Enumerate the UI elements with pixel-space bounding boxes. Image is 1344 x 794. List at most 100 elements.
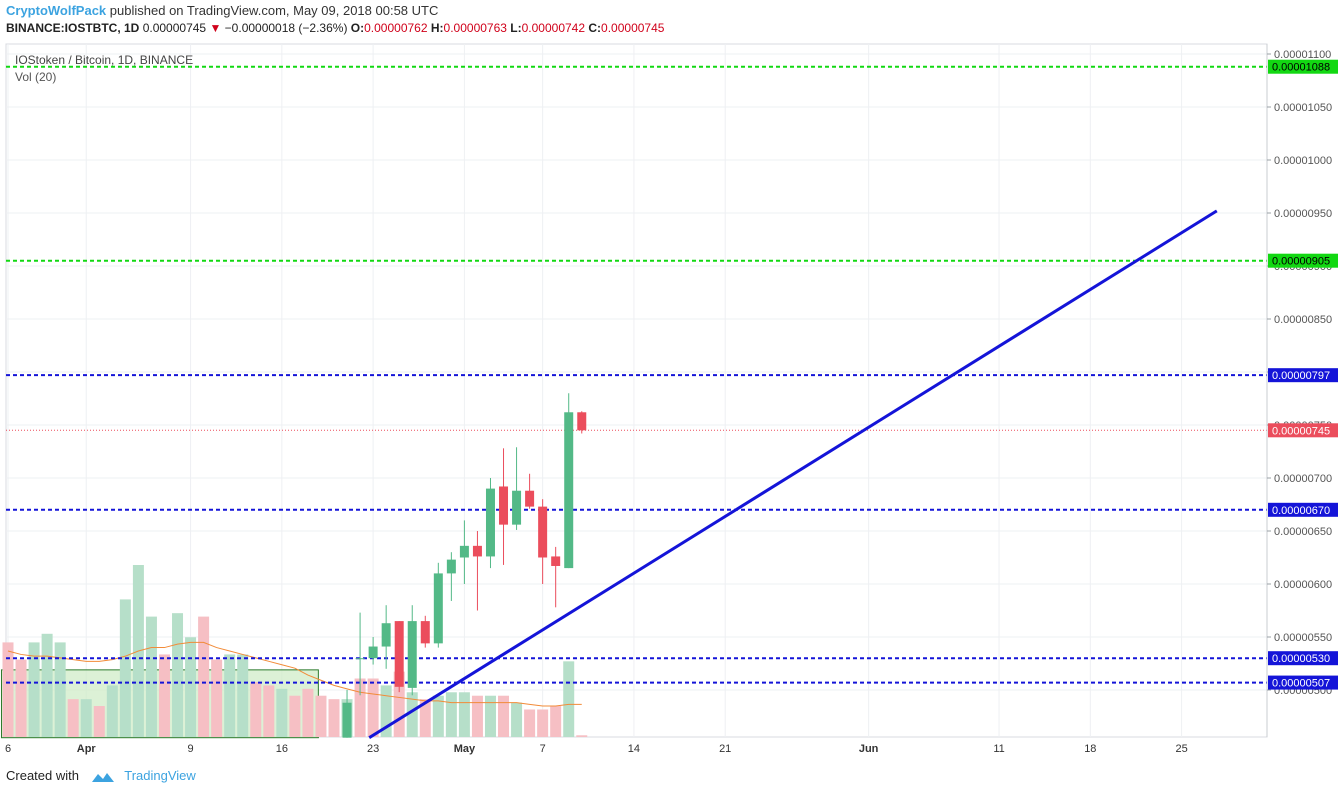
close-label: C:: [588, 21, 602, 35]
high-label: H:: [430, 21, 444, 35]
candle-body: [525, 490, 535, 507]
volume-bar-down: [158, 654, 170, 737]
resistance-price-badge: 0.00000905: [1268, 253, 1338, 268]
candle-up: [368, 637, 378, 665]
volume-bar-down: [354, 678, 366, 737]
candle-up: [564, 393, 574, 569]
volume-bar-down: [576, 735, 588, 737]
volume-bar-down: [93, 706, 105, 737]
candle-body: [485, 488, 495, 557]
price-badge-label: 0.00000530: [1272, 653, 1330, 665]
candle-body: [577, 412, 587, 431]
time-axis-label: 25: [1175, 743, 1187, 755]
footer: Created with TradingView: [6, 768, 196, 784]
volume-bar-down: [393, 671, 405, 737]
time-axis-label: 21: [719, 743, 731, 755]
price-axis-label: 0.00001050: [1274, 102, 1332, 114]
candle-up: [355, 612, 365, 696]
candle-body: [499, 486, 509, 525]
candle-body: [433, 573, 443, 644]
candle-body: [551, 556, 561, 566]
volume-bar-down: [67, 699, 79, 737]
volume-bar-up: [511, 702, 523, 737]
publish-line: CryptoWolfPack published on TradingView.…: [6, 3, 438, 18]
volume-bar-up: [54, 642, 66, 737]
time-axis-label: May: [454, 743, 476, 755]
price-badge-label: 0.00000797: [1272, 370, 1330, 382]
volume-bar-up: [28, 642, 40, 737]
price-badge-bg: [1268, 59, 1338, 74]
time-axis-label: 9: [187, 743, 193, 755]
last-price-badge: 0.00000745: [1268, 423, 1338, 438]
author-link[interactable]: CryptoWolfPack: [6, 3, 107, 18]
low-label: L:: [510, 21, 522, 35]
price-axis-label: 0.00000700: [1274, 473, 1332, 485]
tradingview-link[interactable]: TradingView: [124, 768, 196, 783]
volume-bar-down: [328, 699, 340, 737]
volume-bar-up: [41, 633, 53, 737]
time-axis-label: 6: [5, 743, 11, 755]
volume-bar-up: [406, 692, 418, 737]
support-price-badge: 0.00000507: [1268, 675, 1338, 690]
volume-ma-line: [7, 641, 582, 707]
volume-legend: Vol (20): [15, 70, 57, 84]
candle-up: [512, 447, 522, 530]
volume-bar-up: [432, 695, 444, 737]
close-value: 0.00000745: [601, 21, 665, 35]
support-price-badge: 0.00000670: [1268, 502, 1338, 517]
volume-bar-up: [185, 637, 197, 737]
time-axis-label: Apr: [77, 743, 97, 755]
volume-bar-up: [237, 654, 249, 737]
plot-area: [5, 43, 1268, 738]
volume-bar-down: [263, 685, 275, 737]
candle-up: [485, 478, 495, 569]
volume-bar-up: [445, 692, 457, 737]
price-axis-label: 0.00000600: [1274, 579, 1332, 591]
candle-down: [499, 448, 509, 565]
time-axis-label: 11: [993, 743, 1004, 755]
candle-body: [472, 545, 482, 557]
candle-body: [342, 702, 352, 738]
candle-down: [538, 499, 548, 584]
candle-body: [381, 623, 391, 647]
open-label: O:: [350, 21, 365, 35]
volume-bar-up: [145, 616, 157, 737]
support-price-badge: 0.00000797: [1268, 368, 1338, 383]
volume-bar-down: [524, 709, 536, 737]
volume-bar-up: [380, 685, 392, 737]
candle-body: [459, 545, 469, 558]
time-axis-label: 14: [628, 743, 640, 755]
volume-bar-down: [471, 695, 483, 737]
time-axis-label: 18: [1084, 743, 1096, 755]
candle-body: [564, 412, 574, 569]
price-badge-label: 0.00000507: [1272, 678, 1330, 690]
price-axis-label: 0.00001100: [1274, 49, 1331, 61]
price-badge-bg: [1268, 253, 1338, 268]
candle-down: [577, 411, 587, 434]
candle-up: [342, 690, 352, 738]
volume-bar-down: [550, 706, 562, 737]
ohlc-line: BINANCE:IOSTBTC, 1D 0.00000745 ▼ −0.0000…: [6, 21, 664, 35]
volume-bar-down: [211, 659, 223, 737]
candle-up: [459, 520, 469, 584]
volume-bar-up: [119, 599, 131, 737]
volume-bar-up: [458, 692, 470, 737]
volume-bar-down: [419, 699, 431, 737]
candle-body: [512, 490, 522, 525]
symbol-label: BINANCE:IOSTBTC, 1D: [6, 21, 140, 35]
change-value: −0.00000018 (−2.36%): [224, 21, 348, 35]
price-badge-bg: [1268, 368, 1338, 383]
price-badge-label: 0.00001088: [1272, 62, 1330, 74]
high-value: 0.00000763: [443, 21, 507, 35]
price-axis-label: 0.00000850: [1274, 314, 1332, 326]
candle-down: [525, 473, 535, 509]
time-axis-label: 16: [276, 743, 288, 755]
candle-up: [446, 552, 456, 601]
price-badge-label: 0.00000905: [1272, 256, 1330, 268]
time-axis-label: 23: [367, 743, 379, 755]
candle-body: [368, 646, 378, 659]
candle-body: [538, 506, 548, 558]
candle-down: [472, 531, 482, 611]
price-axis-label: 0.00000550: [1274, 632, 1332, 644]
